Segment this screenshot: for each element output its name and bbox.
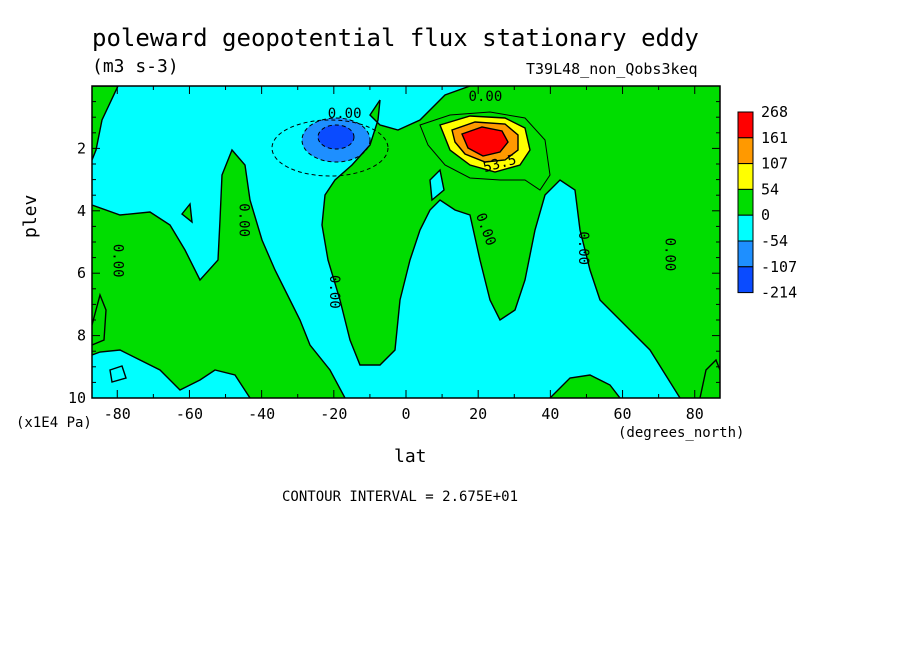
legend-level-label: 107 bbox=[761, 155, 788, 173]
filled-contours bbox=[92, 86, 720, 398]
x-tick-label: 80 bbox=[686, 405, 704, 423]
contour-interval-label: CONTOUR INTERVAL = 2.675E+01 bbox=[282, 489, 519, 505]
contour-label: 0.00 bbox=[661, 238, 677, 272]
contour-label: 0.00 bbox=[328, 106, 362, 122]
x-tick-label: -20 bbox=[320, 405, 347, 423]
legend-swatch bbox=[737, 111, 754, 139]
legend-level-label: 161 bbox=[761, 129, 788, 147]
chart-units: (m3 s-3) bbox=[92, 56, 179, 77]
negative-contour-line bbox=[317, 124, 355, 150]
negative-region-upper bbox=[380, 86, 470, 115]
y-axis-ticks: 2 4 6 8 10 bbox=[68, 101, 720, 407]
zero-contour-line bbox=[92, 349, 251, 398]
x-tick-label: 40 bbox=[541, 405, 559, 423]
zero-contour-line bbox=[109, 365, 127, 383]
contour-label: 0.00 bbox=[469, 89, 503, 105]
zero-contour-line bbox=[429, 168, 445, 202]
y-tick-label: 6 bbox=[77, 264, 86, 282]
positive-region-left-edge bbox=[92, 86, 118, 160]
negative-contour-line bbox=[271, 119, 389, 177]
positive-cell-red bbox=[462, 127, 508, 156]
y-axis-units: (x1E4 Pa) bbox=[16, 415, 92, 431]
x-tick-label: 0 bbox=[401, 405, 410, 423]
x-axis-label: lat bbox=[394, 446, 427, 467]
x-axis-ticks: -80 -60 -40 -20 0 20 40 60 80 bbox=[104, 86, 704, 423]
positive-region-left-lower bbox=[92, 150, 345, 398]
legend-level-label: -54 bbox=[761, 232, 788, 250]
x-axis-units: (degrees_north) bbox=[618, 425, 745, 441]
zero-contour-line bbox=[92, 86, 119, 161]
legend-level-label: 0 bbox=[761, 206, 770, 224]
chart-title: poleward geopotential flux stationary ed… bbox=[92, 24, 699, 52]
positive-region-right-edge bbox=[92, 295, 106, 345]
contour-label: 0.00 bbox=[575, 231, 591, 265]
legend-level-label: -107 bbox=[761, 258, 797, 276]
legend-level-label: 268 bbox=[761, 103, 788, 121]
legend-swatch bbox=[737, 266, 754, 294]
contour-label: 0.00 bbox=[109, 244, 125, 278]
y-tick-label: 4 bbox=[77, 202, 86, 220]
y-tick-label: 10 bbox=[68, 389, 86, 407]
positive-island bbox=[182, 204, 192, 222]
y-tick-label: 8 bbox=[77, 327, 86, 345]
x-tick-label: -60 bbox=[176, 405, 203, 423]
zero-contour-line bbox=[181, 202, 193, 224]
contour-label: 0.00 bbox=[236, 203, 252, 237]
positive-contour-line bbox=[451, 121, 519, 163]
contour-label: 0.00 bbox=[326, 275, 342, 309]
zero-contour-line bbox=[699, 358, 720, 398]
legend-swatch bbox=[737, 240, 754, 268]
negative-contour-line bbox=[301, 117, 371, 163]
contour-lines bbox=[92, 86, 720, 398]
x-tick-label: -40 bbox=[248, 405, 275, 423]
color-legend: 268 161 107 54 0 -54 -107 -214 bbox=[737, 103, 797, 302]
x-tick-label: 20 bbox=[469, 405, 487, 423]
zero-contour-line bbox=[321, 99, 681, 398]
positive-contour-line bbox=[419, 111, 551, 191]
x-tick-label: -80 bbox=[104, 405, 131, 423]
x-tick-label: 60 bbox=[614, 405, 632, 423]
legend-swatch bbox=[737, 214, 754, 242]
zero-contour-line bbox=[549, 374, 621, 398]
negative-cell-inner bbox=[318, 125, 354, 149]
negative-contour-lines bbox=[271, 117, 389, 177]
negative-island bbox=[110, 366, 126, 382]
positive-contour-line bbox=[439, 115, 531, 173]
y-tick-label: 2 bbox=[77, 139, 86, 157]
legend-swatch bbox=[737, 163, 754, 190]
legend-swatch bbox=[737, 188, 754, 216]
legend-swatch bbox=[737, 137, 754, 165]
zero-contour-line bbox=[92, 292, 107, 346]
legend-level-label: -214 bbox=[761, 284, 797, 302]
positive-contour-line bbox=[461, 126, 509, 157]
legend-level-label: 54 bbox=[761, 180, 779, 198]
zero-contour-line bbox=[92, 148, 346, 398]
zero-contour-line bbox=[369, 86, 471, 131]
positive-region-bottom bbox=[700, 360, 720, 398]
run-id-label: T39L48_non_Qobs3keq bbox=[526, 60, 698, 78]
